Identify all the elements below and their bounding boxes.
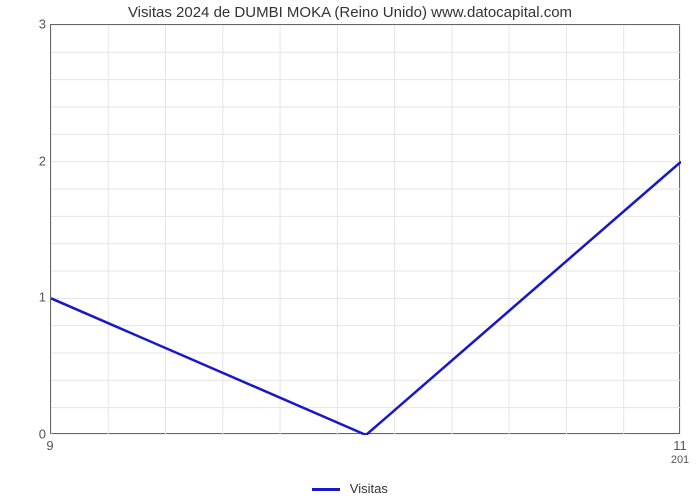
chart-plot-area (50, 24, 680, 434)
chart-legend: Visitas (0, 481, 700, 496)
legend-label: Visitas (350, 481, 388, 496)
legend-swatch (312, 488, 340, 491)
y-tick-label: 2 (16, 153, 46, 168)
chart-svg (51, 25, 681, 435)
y-tick-label: 3 (16, 17, 46, 32)
x-tick-label: 11 (673, 438, 687, 453)
y-tick-label: 1 (16, 290, 46, 305)
y-tick-label: 0 (16, 427, 46, 442)
x-tick-label: 9 (46, 438, 53, 453)
chart-title: Visitas 2024 de DUMBI MOKA (Reino Unido)… (0, 4, 700, 21)
x-sublabel: 201 (671, 454, 689, 466)
